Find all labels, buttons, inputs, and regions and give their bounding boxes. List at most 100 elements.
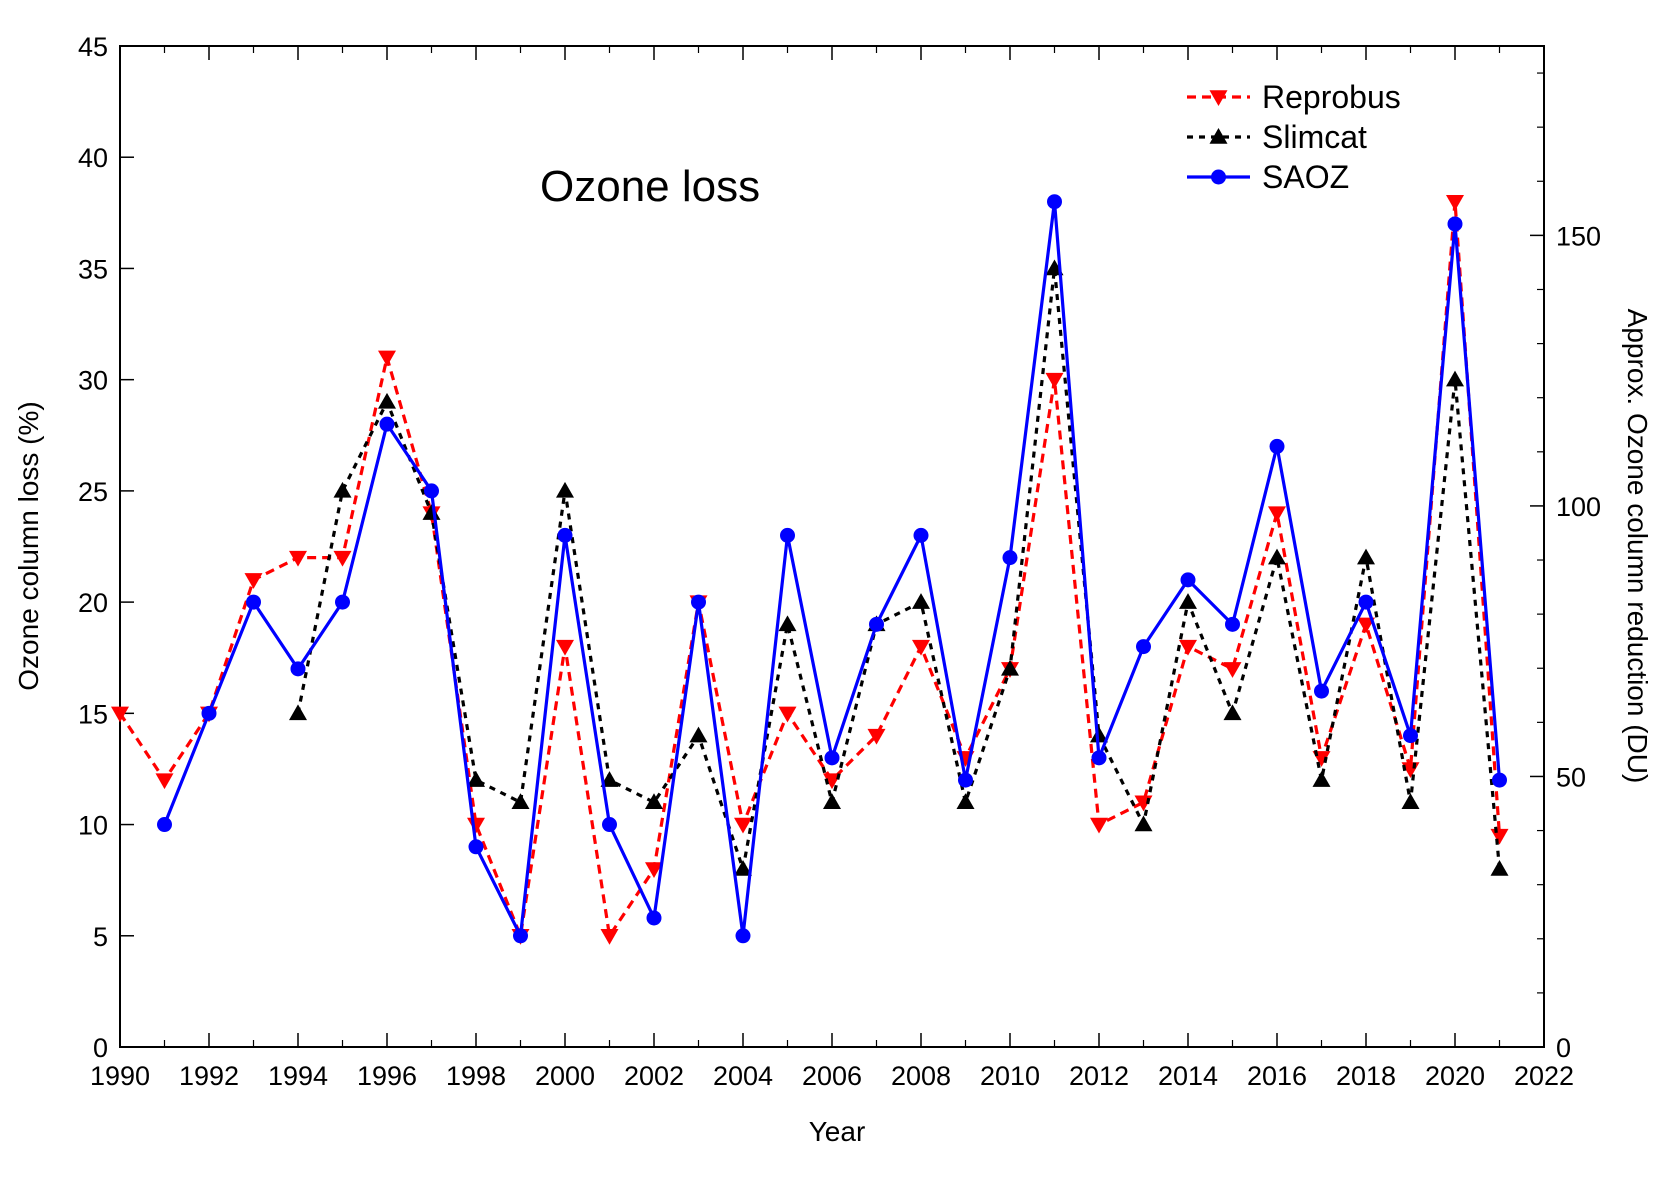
reprobus-point: [467, 817, 485, 834]
legend-label-reprobus: Reprobus: [1262, 79, 1401, 115]
slimcat-point: [956, 793, 975, 810]
saoz-point: [1047, 194, 1062, 210]
saoz-point: [1403, 728, 1418, 744]
y2-tick-label: 50: [1556, 762, 1586, 792]
slimcat-point: [1134, 815, 1153, 832]
saoz-point: [1136, 639, 1151, 655]
y-tick-label: 40: [78, 143, 108, 173]
chart-title: Ozone loss: [540, 162, 760, 211]
x-tick-label: 2022: [1514, 1061, 1574, 1091]
x-tick-label: 1992: [179, 1061, 239, 1091]
reprobus-point: [778, 706, 797, 723]
x-tick-label: 1994: [268, 1061, 328, 1091]
saoz-line: [163, 200, 1502, 938]
saoz-point: [1358, 594, 1374, 610]
x-axis-ticks: 1990 1992 1994 1996 1998 2000 2002 2004 2006 2008…: [90, 46, 1574, 1091]
x-tick-label: 1990: [90, 1061, 150, 1091]
y-tick-label: 15: [78, 699, 108, 729]
slimcat-line: [296, 266, 1502, 871]
x-tick-label: 2020: [1425, 1061, 1485, 1091]
x-tick-label: 2004: [713, 1061, 773, 1091]
saoz-point: [602, 817, 617, 833]
y-tick-label: 0: [93, 1033, 108, 1063]
reprobus-point: [1268, 506, 1286, 523]
reprobus-point: [1446, 194, 1464, 211]
y2-axis-ticks: 0 50 100 150: [1530, 72, 1601, 1063]
reprobus-point: [1179, 639, 1197, 656]
reprobus-point: [378, 350, 396, 367]
reprobus-point: [734, 817, 752, 834]
reprobus-point: [1490, 828, 1509, 845]
x-tick-label: 2008: [891, 1061, 951, 1091]
reprobus-point: [244, 573, 263, 589]
saoz-point: [869, 616, 884, 632]
legend-label-slimcat: Slimcat: [1262, 119, 1367, 155]
saoz-point: [335, 594, 350, 610]
y-tick-label: 10: [78, 811, 108, 841]
x-tick-label: 2014: [1158, 1061, 1218, 1091]
slimcat-point: [1490, 860, 1509, 876]
y-tick-label: 30: [78, 366, 108, 396]
reprobus-point: [645, 862, 663, 879]
saoz-point: [1225, 616, 1240, 632]
saoz-point: [1180, 572, 1196, 588]
reprobus-point: [111, 706, 129, 723]
legend-marker-saoz: [1211, 169, 1226, 185]
x-tick-label: 2012: [1069, 1061, 1129, 1091]
slimcat-point: [1357, 548, 1375, 565]
legend-marker-slimcat: [1209, 128, 1228, 144]
saoz-point: [379, 416, 395, 432]
saoz-point: [780, 527, 795, 543]
reprobus-point: [1223, 662, 1242, 678]
saoz-point: [1314, 683, 1329, 699]
slimcat-point: [912, 593, 930, 609]
slimcat-point: [1446, 370, 1464, 387]
x-axis-title: Year: [809, 1116, 866, 1147]
y2-tick-label: 150: [1556, 221, 1601, 251]
reprobus-point: [333, 550, 352, 567]
legend: Reprobus Slimcat SAOZ: [1187, 79, 1401, 195]
slimcat-point: [689, 726, 708, 743]
slimcat-point: [289, 704, 307, 721]
saoz-point: [691, 594, 706, 610]
legend-label-saoz: SAOZ: [1262, 159, 1349, 195]
saoz-point: [157, 817, 172, 833]
saoz-point: [557, 527, 573, 543]
saoz-point: [201, 705, 217, 721]
legend-marker-reprobus: [1209, 90, 1228, 106]
x-tick-label: 2018: [1336, 1061, 1396, 1091]
y2-tick-label: 0: [1556, 1033, 1571, 1063]
y-tick-label: 45: [78, 32, 108, 62]
saoz-point: [1492, 772, 1507, 788]
slimcat-point: [1223, 704, 1242, 721]
saoz-point: [913, 527, 929, 543]
slimcat-point: [378, 392, 396, 409]
reprobus-point: [1134, 795, 1153, 812]
plot-frame: [119, 45, 1545, 1048]
slimcat-point: [734, 860, 752, 876]
y-tick-label: 25: [78, 477, 108, 507]
saoz-point: [824, 750, 840, 766]
reprobus-point: [867, 728, 886, 745]
reprobus-point: [823, 773, 841, 790]
slimcat-point: [1001, 659, 1019, 676]
saoz-series: [157, 194, 1507, 944]
reprobus-point: [1090, 817, 1108, 834]
saoz-point: [1447, 216, 1463, 232]
saoz-point: [646, 910, 662, 926]
slimcat-point: [823, 793, 841, 810]
x-tick-label: 2000: [535, 1061, 595, 1091]
x-tick-label: 2016: [1247, 1061, 1307, 1091]
saoz-point: [290, 661, 306, 677]
reprobus-point: [556, 639, 574, 656]
slimcat-point: [333, 481, 352, 498]
x-tick-label: 1998: [446, 1061, 506, 1091]
y-tick-label: 5: [93, 922, 108, 952]
reprobus-point: [289, 550, 307, 567]
saoz-point: [958, 772, 973, 788]
reprobus-point: [1357, 617, 1375, 634]
y-tick-label: 35: [78, 254, 108, 284]
y2-tick-label: 100: [1556, 492, 1601, 522]
slimcat-point: [600, 771, 619, 787]
